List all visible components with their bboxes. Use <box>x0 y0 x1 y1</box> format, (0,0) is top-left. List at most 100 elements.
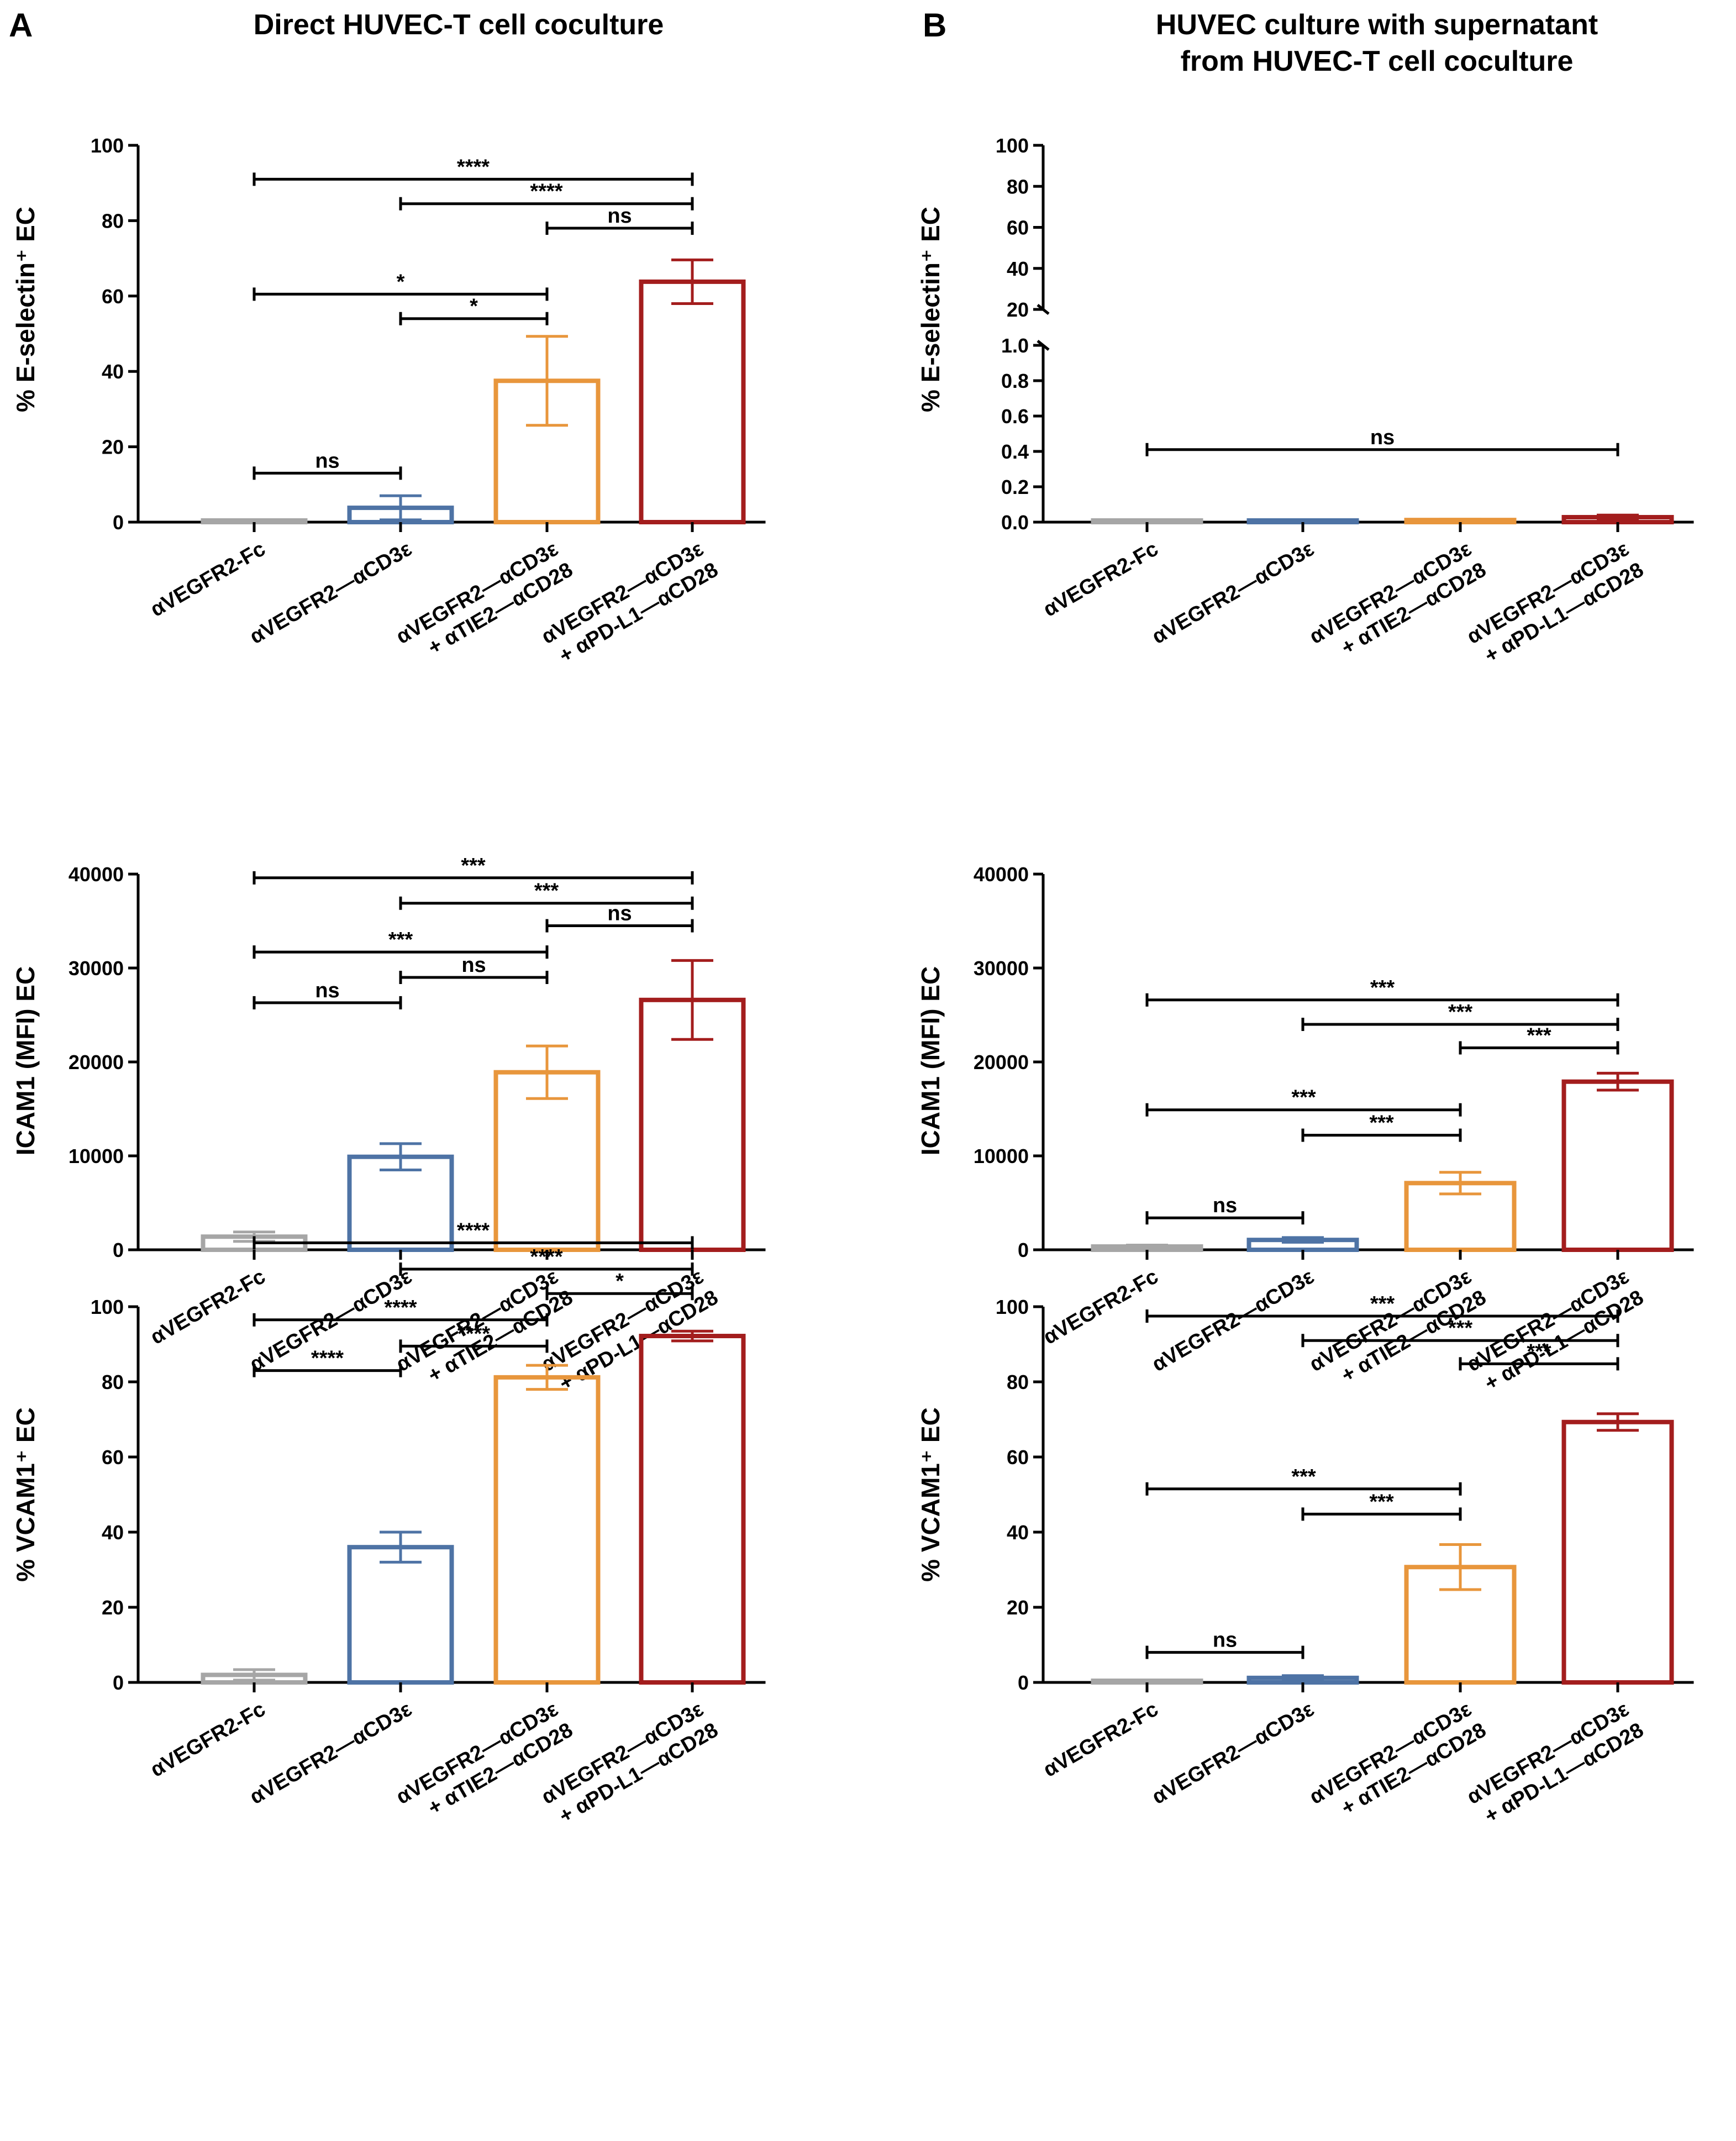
panel-a-letter: A <box>9 7 33 44</box>
x-tick-label: αVEGFR2—αCD3ε <box>246 1697 415 1809</box>
x-tick-label: αVEGFR2-Fc <box>146 1265 269 1349</box>
y-tick-label: 100 <box>996 134 1029 157</box>
significance-label: *** <box>1527 1024 1551 1048</box>
panel-b-letter: B <box>923 7 946 44</box>
x-tick-label: αVEGFR2—αCD3ε <box>1148 1265 1318 1376</box>
y-tick-label: 60 <box>102 1446 124 1469</box>
y-tick-label: 100 <box>996 1296 1029 1318</box>
y-axis-label: ICAM1 (MFI) EC <box>11 966 40 1155</box>
panel-a-title: Direct HUVEC-T cell coculture <box>254 9 664 41</box>
significance-label: *** <box>1291 1086 1316 1109</box>
y-tick-label: 40000 <box>69 863 124 886</box>
significance-label: ns <box>1213 1629 1237 1652</box>
significance-label: ns <box>315 979 339 1002</box>
y-tick-label: 80 <box>102 209 124 232</box>
y-axis-label: % E-selectin⁺ EC <box>916 207 945 412</box>
y-tick-label: 40 <box>1007 257 1029 280</box>
significance-label: *** <box>461 854 486 877</box>
x-tick-label: αVEGFR2-Fc <box>146 537 269 622</box>
significance-label: * <box>397 270 405 293</box>
x-tick-label: αVEGFR2—αCD3ε <box>1148 1697 1318 1809</box>
y-tick-label: 80 <box>102 1371 124 1393</box>
y-tick-label: 60 <box>1007 217 1029 239</box>
bar <box>1561 1419 1674 1685</box>
x-tick-label: αVEGFR2-Fc <box>1039 1697 1162 1782</box>
x-tick-label: αVEGFR2—αCD3ε+ αTIE2—αCD28 <box>1306 1696 1490 1831</box>
x-tick-label: αVEGFR2—αCD3ε+ αTIE2—αCD28 <box>1306 536 1490 671</box>
bar <box>1561 1079 1674 1252</box>
x-tick-label: αVEGFR2—αCD3ε+ αPD-L1—αCD28 <box>1463 1696 1648 1831</box>
significance-label: **** <box>311 1347 344 1370</box>
x-tick-label-line: αVEGFR2—αCD3ε <box>1148 1697 1318 1809</box>
y-axis-label: % VCAM1⁺ EC <box>11 1407 40 1582</box>
significance-label: **** <box>530 180 562 203</box>
chart-icam1-supernatant: 0 10000 20000 30000 40000 ICAM1 (MFI) EC αVEGF… <box>916 863 1694 1398</box>
significance-label: **** <box>457 1219 490 1242</box>
significance-label: *** <box>1369 1112 1394 1135</box>
x-tick-label: αVEGFR2-Fc <box>1039 1265 1162 1349</box>
y-tick-label: 10000 <box>974 1145 1029 1167</box>
significance-label: * <box>616 1270 624 1293</box>
y-tick-label: 0 <box>113 1239 124 1261</box>
y-tick-label: 80 <box>1007 1371 1029 1393</box>
y-tick-label: 0 <box>113 1671 124 1694</box>
x-tick-label: αVEGFR2—αCD3ε+ αTIE2—αCD28 <box>392 536 577 671</box>
x-tick-label: αVEGFR2—αCD3ε <box>246 537 415 649</box>
panel-b-title-line-2: from HUVEC-T cell coculture <box>1181 45 1574 77</box>
panel-b-title-line-1: HUVEC culture with supernatant <box>1156 9 1598 41</box>
y-tick-label: 40000 <box>974 863 1029 886</box>
x-tick-label: αVEGFR2—αCD3ε <box>1148 537 1318 649</box>
y-tick-label: 20000 <box>69 1051 124 1074</box>
significance-label: **** <box>384 1296 417 1319</box>
y-tick-label: 0.4 <box>1001 440 1029 463</box>
y-tick-label: 1.0 <box>1001 334 1029 357</box>
significance-label: *** <box>388 928 413 951</box>
significance-label: * <box>470 295 478 318</box>
y-tick-label: 20 <box>1007 1596 1029 1619</box>
x-tick-label-line: αVEGFR2-Fc <box>1039 1697 1162 1782</box>
y-tick-label: 60 <box>102 285 124 308</box>
x-tick-label-line: αVEGFR2-Fc <box>146 1265 269 1349</box>
bar <box>639 279 746 524</box>
significance-label: **** <box>457 1322 490 1345</box>
y-tick-label: 10000 <box>69 1145 124 1167</box>
bar <box>639 1334 746 1685</box>
significance-label: *** <box>534 880 559 903</box>
x-tick-label: αVEGFR2-Fc <box>1039 537 1162 622</box>
y-tick-label: 40 <box>1007 1521 1029 1544</box>
y-tick-label: 100 <box>91 1296 124 1318</box>
significance-label: ns <box>461 954 486 977</box>
y-tick-label: 0 <box>1018 1239 1029 1261</box>
y-tick-label: 0.6 <box>1001 405 1029 428</box>
x-tick-label: αVEGFR2-Fc <box>146 1697 269 1782</box>
chart-e-selectin-supernatant: 0.0 0.2 0.4 0.6 0.8 1.0 20 40 60 80 100 % E-selecti… <box>916 134 1694 671</box>
significance-label: *** <box>1369 1490 1394 1513</box>
y-tick-label: 20 <box>102 436 124 459</box>
significance-label: *** <box>1448 1001 1473 1024</box>
y-tick-label: 0 <box>1018 1671 1029 1694</box>
significance-label: ns <box>607 902 632 925</box>
y-tick-label: 100 <box>91 134 124 157</box>
significance-label: *** <box>1291 1465 1316 1488</box>
y-tick-label: 40 <box>102 1521 124 1544</box>
significance-label: ns <box>1213 1194 1237 1217</box>
y-tick-label: 20000 <box>974 1051 1029 1074</box>
significance-label: **** <box>530 1245 562 1269</box>
y-tick-label: 80 <box>1007 175 1029 198</box>
y-tick-label: 0 <box>113 511 124 534</box>
x-tick-label-line: αVEGFR2-Fc <box>146 537 269 622</box>
y-axis-label: ICAM1 (MFI) EC <box>916 966 945 1155</box>
significance-label: *** <box>1370 1292 1395 1316</box>
x-tick-label: αVEGFR2—αCD3ε+ αPD-L1—αCD28 <box>1463 536 1648 671</box>
y-tick-label: 20 <box>1007 298 1029 321</box>
significance-label: *** <box>1448 1317 1473 1340</box>
y-tick-label: 0.8 <box>1001 370 1029 392</box>
y-tick-label: 30000 <box>974 957 1029 980</box>
y-tick-label: 30000 <box>69 957 124 980</box>
x-tick-label: αVEGFR2—αCD3ε+ αPD-L1—αCD28 <box>538 536 722 671</box>
x-tick-label: αVEGFR2—αCD3ε+ αPD-L1—αCD28 <box>538 1696 722 1831</box>
significance-label: *** <box>1527 1340 1551 1363</box>
x-tick-label: αVEGFR2—αCD3ε+ αPD-L1—αCD28 <box>1463 1264 1648 1398</box>
